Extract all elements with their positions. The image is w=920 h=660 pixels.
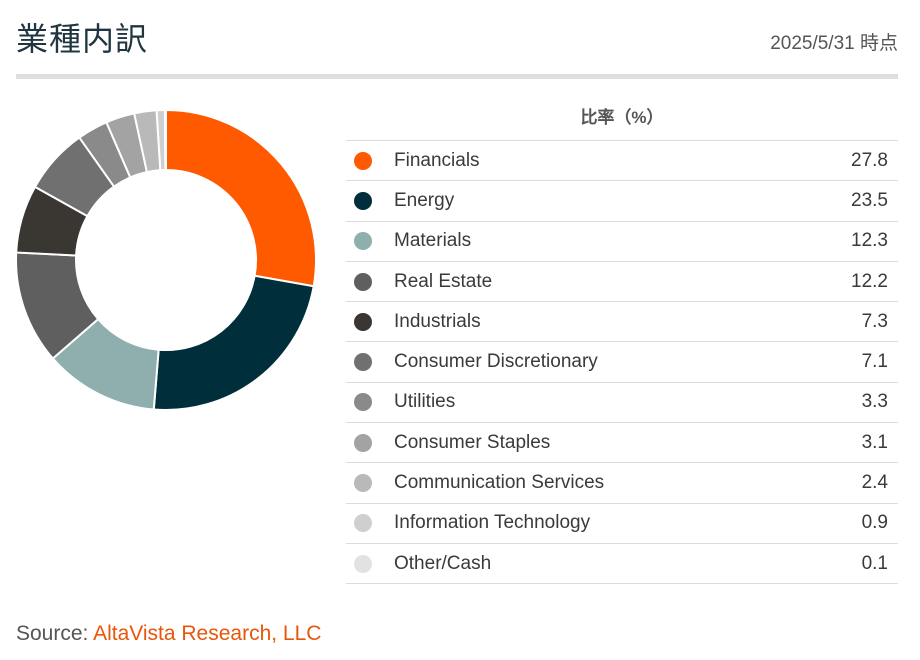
category-value: 12.2 — [851, 270, 888, 292]
donut-chart — [14, 108, 318, 412]
category-value: 7.1 — [861, 351, 888, 373]
table-row: Real Estate 12.2 — [346, 262, 898, 303]
category-label: Industrials — [394, 310, 481, 332]
source-note: Source: AltaVista Research, LLC — [16, 622, 321, 646]
legend-swatch — [354, 474, 372, 493]
donut-chart-svg — [15, 108, 317, 411]
category-label: Consumer Staples — [394, 431, 551, 453]
legend-swatch — [354, 514, 372, 533]
as-of-date: 2025/5/31 時点 — [770, 33, 898, 54]
legend-swatch — [354, 151, 372, 170]
legend-swatch — [354, 353, 372, 372]
category-label: Materials — [394, 230, 472, 252]
table-body: Financials 27.8 Energy 23.5 Materials 12.3 Rea… — [346, 141, 898, 585]
table-column-header: 比率（%） — [346, 96, 898, 141]
category-value: 0.1 — [861, 552, 888, 574]
category-value: 0.9 — [861, 512, 888, 534]
source-link[interactable]: AltaVista Research, LLC — [93, 622, 322, 645]
table-row: Materials 12.3 — [346, 222, 898, 262]
category-label: Utilities — [394, 391, 456, 413]
category-label: Other/Cash — [394, 552, 492, 574]
category-value: 12.3 — [851, 230, 888, 252]
table-row: Communication Services 2.4 — [346, 463, 898, 504]
header-divider — [16, 74, 898, 79]
donut-slice — [164, 108, 167, 172]
category-value: 3.3 — [861, 391, 888, 413]
table-row: Energy 23.5 — [346, 181, 898, 222]
category-label: Communication Services — [394, 472, 605, 494]
category-value: 3.1 — [861, 431, 888, 453]
category-label: Information Technology — [394, 512, 591, 534]
category-label: Consumer Discretionary — [394, 351, 598, 373]
source-label: Source: — [16, 622, 94, 645]
table-row: Industrials 7.3 — [346, 302, 898, 343]
table-row: Consumer Staples 3.1 — [346, 423, 898, 464]
table-row: Information Technology 0.9 — [346, 504, 898, 544]
page-title: 業種内訳 — [16, 21, 149, 57]
donut-slice — [152, 274, 315, 411]
legend-swatch — [354, 433, 372, 452]
category-value: 2.4 — [861, 472, 888, 494]
legend-swatch — [354, 393, 372, 412]
legend-swatch — [354, 232, 372, 251]
table-row: Utilities 3.3 — [346, 383, 898, 424]
category-label: Energy — [394, 189, 455, 211]
category-value: 27.8 — [851, 149, 888, 171]
donut-slice — [165, 108, 317, 288]
sector-table: 比率（%） Financials 27.8 Energy 23.5 Materials 1… — [346, 96, 898, 585]
category-label: Real Estate — [394, 270, 493, 292]
legend-swatch — [354, 312, 372, 331]
table-row: Other/Cash 0.1 — [346, 544, 898, 585]
table-row: Consumer Discretionary 7.1 — [346, 342, 898, 383]
table-row: Financials 27.8 — [346, 141, 898, 182]
category-value: 7.3 — [861, 310, 888, 332]
legend-swatch — [354, 272, 372, 291]
legend-swatch — [354, 554, 372, 573]
category-label: Financials — [394, 149, 480, 171]
legend-swatch — [354, 191, 372, 210]
category-value: 23.5 — [851, 189, 888, 211]
